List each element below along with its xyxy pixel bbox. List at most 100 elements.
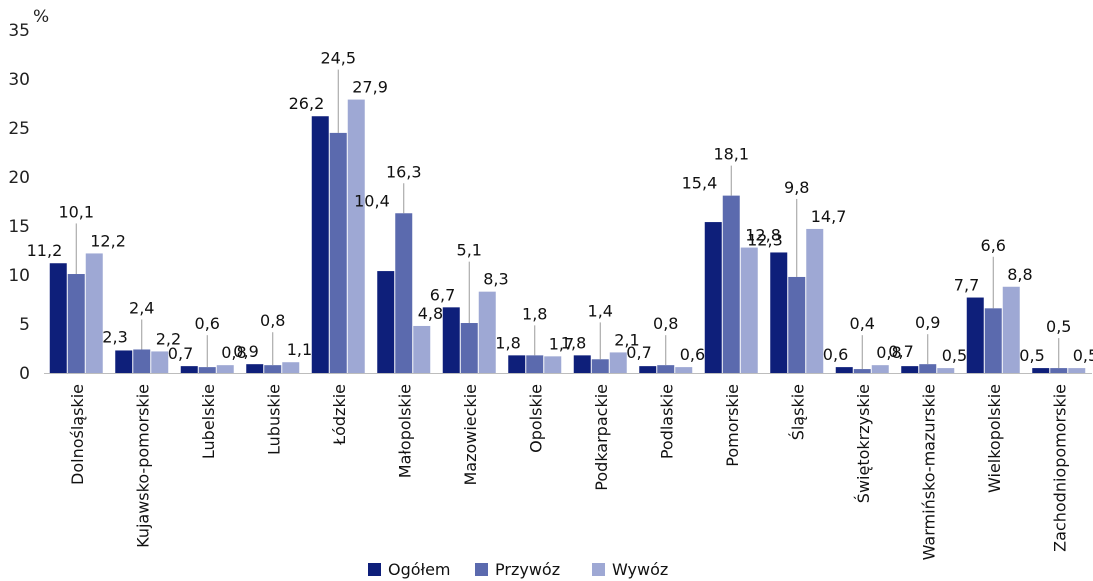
data-label-ogółem: 12,3 [747, 230, 783, 249]
category-label: Dolnośląskie [68, 384, 87, 485]
legend-label-przywóz: Przywóz [495, 560, 560, 579]
data-label-wywóz: 0,8 [221, 343, 246, 362]
bar-wywóz [85, 253, 103, 373]
bar-przywóz [329, 132, 347, 373]
bar-wywóz [151, 351, 169, 373]
data-label-wywóz: 2,1 [614, 330, 639, 349]
bar-ogółem [639, 366, 657, 373]
bar-ogółem [704, 222, 722, 373]
category-label: Zachodniopomorskie [1050, 384, 1069, 552]
data-label-przywóz: 6,6 [981, 236, 1006, 255]
bar-wywóz [282, 362, 300, 373]
category-label: Opolskie [526, 384, 545, 453]
category-label: Pomorskie [723, 384, 742, 467]
data-label-wywóz: 12,8 [745, 226, 781, 245]
bar-ogółem [180, 366, 198, 373]
bar-wywóz [675, 367, 693, 373]
category-label: Podkarpackie [592, 384, 611, 491]
bar-ogółem [1032, 368, 1050, 373]
category-label: Podlaskie [657, 384, 676, 459]
bar-ogółem [49, 263, 67, 373]
data-label-ogółem: 0,7 [626, 343, 651, 362]
data-label-ogółem: 0,5 [1019, 346, 1044, 365]
data-label-wywóz: 0,6 [680, 345, 705, 364]
bar-wywóz [1002, 286, 1020, 373]
category-label: Małopolskie [395, 384, 414, 478]
data-label-ogółem: 11,2 [27, 241, 63, 260]
bar-wywóz [216, 365, 234, 373]
data-label-ogółem: 0,6 [823, 345, 848, 364]
bar-przywóz [657, 365, 675, 373]
bar-wywóz [478, 291, 496, 373]
data-label-przywóz: 24,5 [320, 49, 356, 68]
data-label-przywóz: 5,1 [457, 241, 482, 260]
data-label-przywóz: 2,4 [129, 298, 154, 317]
data-label-wywóz: 8,3 [483, 270, 508, 289]
data-label-ogółem: 7,7 [954, 276, 979, 295]
y-axis-unit-label: % [33, 7, 49, 27]
bar-przywóz [264, 365, 282, 373]
data-label-wywóz: 2,2 [156, 329, 181, 348]
category-label: Świętokrzyskie [854, 384, 873, 503]
data-label-przywóz: 9,8 [784, 178, 809, 197]
category-label: Lubuskie [264, 384, 283, 455]
bar-przywóz [526, 355, 544, 373]
data-label-przywóz: 18,1 [713, 145, 749, 164]
data-label-wywóz: 0,5 [1073, 346, 1093, 365]
bar-ogółem [311, 116, 329, 374]
y-tick-label: 30 [8, 70, 30, 90]
bar-przywóz [133, 349, 151, 373]
bar-przywóz [67, 274, 85, 373]
data-label-ogółem: 2,3 [102, 327, 127, 346]
bar-wywóz [544, 356, 562, 373]
legend-swatch-wywóz [592, 563, 605, 576]
data-label-ogółem: 0,9 [233, 342, 258, 361]
bar-wywóz [413, 325, 431, 373]
data-label-wywóz: 8,8 [1007, 265, 1032, 284]
category-label: Śląskie [788, 384, 807, 440]
bar-przywóz [984, 308, 1002, 373]
data-label-ogółem: 1,8 [495, 333, 520, 352]
bar-ogółem [508, 355, 526, 373]
data-label-wywóz: 1,1 [287, 340, 312, 359]
category-label: Mazowieckie [461, 384, 480, 486]
data-label-przywóz: 0,8 [260, 311, 285, 330]
category-label: Wielkopolskie [985, 384, 1004, 493]
y-tick-label: 15 [8, 217, 30, 237]
data-label-przywóz: 16,3 [386, 162, 422, 181]
data-label-ogółem: 10,4 [354, 191, 390, 210]
data-label-ogółem: 6,7 [430, 285, 455, 304]
y-tick-label: 5 [19, 315, 30, 335]
bar-ogółem [573, 355, 591, 373]
data-label-wywóz: 27,9 [352, 78, 388, 97]
category-label: Warmińsko-mazurskie [919, 384, 938, 560]
bar-ogółem [901, 366, 919, 373]
data-label-wywóz: 4,8 [418, 304, 443, 323]
bar-przywóz [198, 367, 216, 373]
bar-ogółem [442, 307, 460, 373]
bar-ogółem [377, 271, 395, 373]
data-label-przywóz: 0,6 [195, 314, 220, 333]
bar-ogółem [246, 364, 264, 373]
y-tick-label: 25 [8, 119, 30, 139]
data-label-przywóz: 1,4 [588, 301, 613, 320]
bar-ogółem [835, 367, 853, 373]
bar-wywóz [871, 365, 889, 373]
bar-ogółem [770, 252, 788, 373]
bar-przywóz [722, 195, 740, 373]
bar-ogółem [115, 350, 133, 373]
data-label-przywóz: 1,8 [522, 304, 547, 323]
bar-przywóz [788, 276, 806, 373]
data-label-przywóz: 0,9 [915, 313, 940, 332]
y-tick-label: 35 [8, 21, 30, 41]
bar-wywóz [937, 368, 955, 373]
data-label-ogółem: 0,7 [888, 342, 913, 361]
legend-swatch-przywóz [475, 563, 488, 576]
data-label-ogółem: 0,7 [168, 344, 193, 363]
data-label-wywóz: 12,2 [90, 231, 126, 250]
bar-przywóz [395, 213, 413, 373]
bar-wywóz [806, 228, 824, 373]
legend-label-wywóz: Wywóz [612, 560, 668, 579]
bar-przywóz [591, 359, 609, 373]
